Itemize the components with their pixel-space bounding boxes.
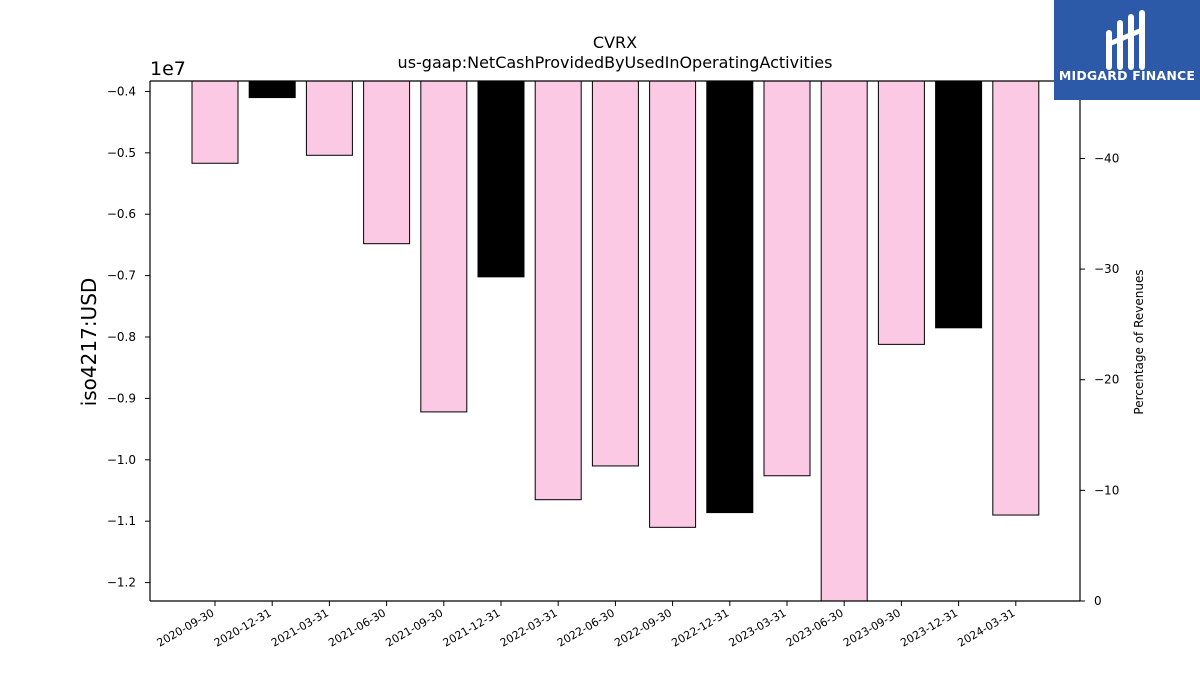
bar — [191, 80, 239, 164]
y2-axis-label: Percentage of Revenues — [1132, 269, 1146, 414]
x-tick-label: 2021-12-31 — [441, 606, 503, 649]
chart-subtitle: us-gaap:NetCashProvidedByUsedInOperating… — [398, 53, 833, 72]
y-tick-label: −0.4 — [107, 84, 136, 98]
bars-group — [191, 80, 1040, 602]
x-tick-label: 2020-12-31 — [212, 606, 274, 649]
x-tick-label: 2021-09-30 — [383, 606, 445, 649]
brand-logo-text: MIDGARD FINANCE — [1058, 68, 1196, 83]
bar — [706, 80, 754, 514]
bar — [935, 80, 983, 329]
bar — [534, 80, 582, 501]
bar — [820, 80, 868, 602]
bar — [591, 80, 639, 467]
y-tick-label: −0.9 — [107, 391, 136, 405]
x-tick-label: 2023-06-30 — [784, 606, 846, 649]
y-tick-label: −1.2 — [107, 576, 136, 590]
y2-tick-label: −10 — [1094, 483, 1119, 497]
brand-logo: MIDGARD FINANCE — [1054, 0, 1200, 100]
y-tick-label: −0.6 — [107, 207, 136, 221]
midgard-logo-icon — [1106, 10, 1145, 70]
bar — [992, 80, 1040, 516]
x-tick-label: 2023-03-31 — [727, 606, 789, 649]
x-tick-label: 2021-03-31 — [269, 606, 331, 649]
x-tick-label: 2022-03-31 — [498, 606, 560, 649]
x-tick-label: 2020-09-30 — [155, 606, 217, 649]
chart-title: CVRX — [593, 33, 637, 52]
y2-tick-label: −40 — [1094, 151, 1119, 165]
y-axis-label: iso4217:USD — [77, 278, 101, 407]
y-tick-label: −0.8 — [107, 330, 136, 344]
x-tick-label: 2024-03-31 — [955, 606, 1017, 649]
bar — [877, 80, 925, 345]
bar — [420, 80, 468, 413]
x-tick-label: 2021-06-30 — [326, 606, 388, 649]
y2-tick-label: 0 — [1094, 594, 1102, 608]
bar — [477, 80, 525, 278]
y2-tick-label: −30 — [1094, 262, 1119, 276]
x-tick-label: 2022-06-30 — [555, 606, 617, 649]
x-tick-label: 2023-09-30 — [841, 606, 903, 649]
x-tick-label: 2023-12-31 — [898, 606, 960, 649]
bar — [363, 80, 411, 245]
bar — [763, 80, 811, 477]
bar — [248, 80, 296, 99]
y-tick-label: −1.1 — [107, 514, 136, 528]
y-tick-label: −1.0 — [107, 453, 136, 467]
y2-tick-label: −20 — [1094, 373, 1119, 387]
bar — [649, 80, 697, 528]
y-tick-label: −0.5 — [107, 146, 136, 160]
y-offset-label: 1e7 — [150, 58, 186, 80]
bar — [305, 80, 353, 156]
y-tick-label: −0.7 — [107, 269, 136, 283]
x-tick-label: 2022-12-31 — [669, 606, 731, 649]
x-tick-label: 2022-09-30 — [612, 606, 674, 649]
